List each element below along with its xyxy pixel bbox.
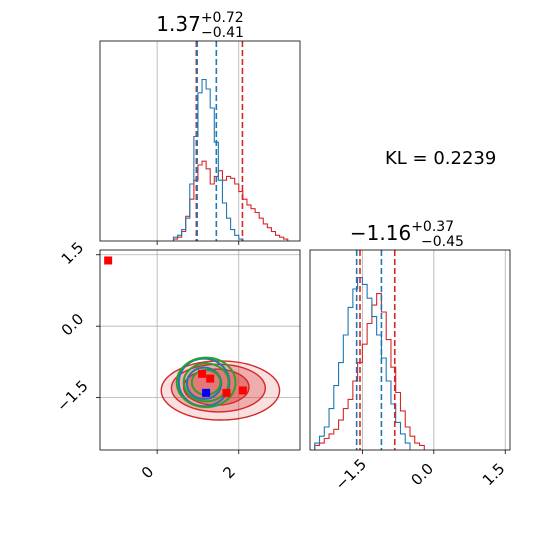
hist2-blue-series <box>314 276 411 450</box>
param2-title: −1.16+0.37 <box>350 219 454 245</box>
joint-blue-marker <box>202 388 211 397</box>
hist-param1-frame <box>99 40 301 242</box>
param1-upper-error: +0.72 <box>201 10 244 26</box>
param1-median: 1.37 <box>156 12 201 36</box>
param2-upper-error: +0.37 <box>411 219 454 235</box>
param2-median: −1.16 <box>350 221 411 245</box>
hist2-xtick-label: 0.0 <box>407 460 437 490</box>
joint-red-marker <box>198 369 207 378</box>
joint-ytick-label: −1.5 <box>53 377 91 415</box>
hist2-xtick-label: 1.5 <box>479 460 509 490</box>
joint-ytick-label: 0.0 <box>58 310 88 340</box>
joint-xtick-label: 2 <box>220 463 239 482</box>
joint-frame <box>99 249 301 451</box>
joint-ytick-label: 1.5 <box>58 238 88 268</box>
joint-green-contour <box>175 356 237 409</box>
hist-param2-frame <box>309 249 511 451</box>
joint-xtick-label: 0 <box>138 463 157 482</box>
joint-red-marker <box>104 256 113 265</box>
joint-panel: 1.5 0.0 −1.5 0 2 <box>53 238 301 482</box>
kl-annotation: KL = 0.2239 <box>385 148 496 169</box>
hist2-red-series <box>314 293 425 450</box>
param1-lower-error: −0.41 <box>201 25 244 41</box>
hist-param2-panel: −1.5 0.0 1.5 −1.16+0.37 −0.45 <box>309 219 511 494</box>
hist1-red-series <box>172 160 289 241</box>
param1-title: 1.37+0.72 <box>156 10 243 36</box>
joint-green-contour <box>182 362 230 403</box>
joint-red-marker <box>238 386 247 395</box>
hist2-xtick-label: −1.5 <box>332 455 370 493</box>
joint-red-marker <box>222 388 231 397</box>
hist1-blue-series <box>172 78 244 241</box>
joint-red-marker <box>206 374 215 383</box>
hist-param1-panel: 1.37+0.72 −0.41 <box>99 10 301 245</box>
param2-lower-error: −0.45 <box>421 234 464 250</box>
